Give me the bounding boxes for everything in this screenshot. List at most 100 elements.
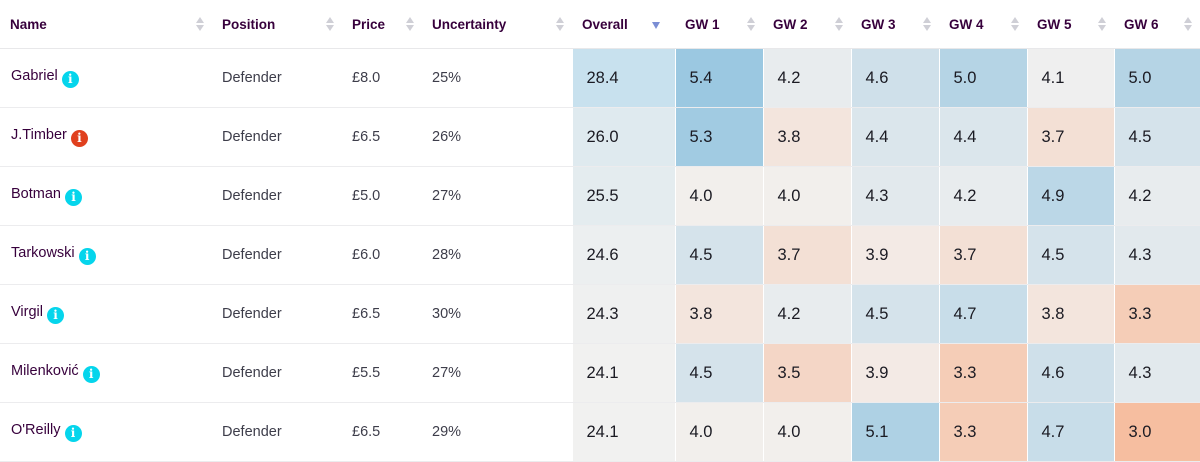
player-name-cell[interactable]: Botman i <box>0 166 212 226</box>
gw1-cell: 5.3 <box>674 107 763 167</box>
column-header-uncertainty[interactable]: Uncertainty <box>422 0 572 49</box>
column-header-overall[interactable]: Overall <box>572 0 675 49</box>
table-row[interactable]: Tarkowski i Defender £6.0 28% 24.6 4.5 3.7 3.9 3.… <box>0 225 1200 285</box>
header-row: Name Position Price Uncertainty Overall … <box>0 0 1200 49</box>
overall-cell: 24.1 <box>571 402 675 462</box>
column-header-position[interactable]: Position <box>212 0 342 49</box>
player-name-cell[interactable]: J.Timber i <box>0 107 212 167</box>
table-row[interactable]: Gabriel i Defender £8.0 25% 28.4 5.4 4.2 4.6 5.0 4… <box>0 48 1200 108</box>
player-name-cell[interactable]: Tarkowski i <box>0 225 212 285</box>
sort-icon <box>835 17 843 32</box>
column-header-gw2[interactable]: GW 2 <box>763 0 851 49</box>
column-header-gw4[interactable]: GW 4 <box>939 0 1027 49</box>
column-header-name[interactable]: Name <box>0 0 212 49</box>
gw2-cell: 4.2 <box>762 284 851 344</box>
column-header-label: Position <box>222 16 276 32</box>
uncertainty-cell: 29% <box>422 402 572 462</box>
table-row[interactable]: Milenković i Defender £5.5 27% 24.1 4.5 3.5 3.9 3… <box>0 343 1200 403</box>
player-name[interactable]: O'Reilly <box>11 422 61 438</box>
player-name[interactable]: Tarkowski <box>11 245 75 261</box>
gw5-cell: 4.9 <box>1026 166 1114 226</box>
player-name[interactable]: Gabriel <box>11 68 58 84</box>
player-name[interactable]: Botman <box>11 186 61 202</box>
gw2-cell: 4.0 <box>762 166 851 226</box>
gw1-cell: 4.0 <box>674 166 763 226</box>
table-row[interactable]: O'Reilly i Defender £6.5 29% 24.1 4.0 4.0 5.1 3.3… <box>0 402 1200 462</box>
info-icon[interactable]: i <box>70 130 88 147</box>
overall-cell: 28.4 <box>571 48 675 108</box>
info-icon[interactable]: i <box>46 307 64 324</box>
player-name-cell[interactable]: O'Reilly i <box>0 402 212 462</box>
uncertainty-cell: 25% <box>422 48 572 108</box>
gw5-cell: 3.7 <box>1026 107 1114 167</box>
column-header-label: GW 1 <box>685 16 720 32</box>
table-row[interactable]: Virgil i Defender £6.5 30% 24.3 3.8 4.2 4.5 4.7 3.… <box>0 284 1200 344</box>
gw6-cell: 4.3 <box>1113 225 1200 285</box>
column-header-gw3[interactable]: GW 3 <box>851 0 939 49</box>
column-header-label: Overall <box>582 16 628 32</box>
player-name-cell[interactable]: Milenković i <box>0 343 212 403</box>
column-header-label: Uncertainty <box>432 16 507 32</box>
player-name-cell[interactable]: Virgil i <box>0 284 212 344</box>
price-cell: £5.0 <box>342 166 422 226</box>
overall-cell: 24.1 <box>571 343 675 403</box>
column-header-label: Name <box>10 16 47 32</box>
info-icon[interactable]: i <box>64 425 82 442</box>
position-cell: Defender <box>212 225 342 285</box>
column-header-label: GW 5 <box>1037 16 1072 32</box>
price-cell: £6.5 <box>342 284 422 344</box>
gw4-cell: 3.3 <box>938 402 1027 462</box>
column-header-label: GW 6 <box>1124 16 1159 32</box>
sort-icon <box>1011 17 1019 32</box>
column-header-gw5[interactable]: GW 5 <box>1027 0 1114 49</box>
gw1-cell: 5.4 <box>674 48 763 108</box>
sort-icon <box>1184 17 1192 32</box>
uncertainty-cell: 27% <box>422 343 572 403</box>
sort-icon <box>196 17 204 32</box>
gw3-cell: 3.9 <box>850 225 939 285</box>
column-header-label: GW 4 <box>949 16 984 32</box>
info-icon[interactable]: i <box>78 248 96 265</box>
player-name[interactable]: Milenković <box>11 363 79 379</box>
gw1-cell: 4.0 <box>674 402 763 462</box>
column-header-gw1[interactable]: GW 1 <box>675 0 763 49</box>
gw6-cell: 4.3 <box>1113 343 1200 403</box>
position-cell: Defender <box>212 48 342 108</box>
gw5-cell: 3.8 <box>1026 284 1114 344</box>
sort-icon <box>747 17 755 32</box>
info-icon[interactable]: i <box>61 71 79 88</box>
gw4-cell: 5.0 <box>938 48 1027 108</box>
gw4-cell: 3.7 <box>938 225 1027 285</box>
info-icon[interactable]: i <box>82 366 100 383</box>
table-row[interactable]: J.Timber i Defender £6.5 26% 26.0 5.3 3.8 4.4 4.4… <box>0 107 1200 167</box>
price-cell: £6.5 <box>342 402 422 462</box>
position-cell: Defender <box>212 107 342 167</box>
overall-cell: 25.5 <box>571 166 675 226</box>
gw5-cell: 4.6 <box>1026 343 1114 403</box>
uncertainty-cell: 30% <box>422 284 572 344</box>
position-cell: Defender <box>212 166 342 226</box>
player-name-cell[interactable]: Gabriel i <box>0 48 212 108</box>
sort-icon <box>923 17 931 32</box>
position-cell: Defender <box>212 343 342 403</box>
overall-cell: 24.3 <box>571 284 675 344</box>
column-header-gw6[interactable]: GW 6 <box>1114 0 1200 49</box>
info-icon[interactable]: i <box>64 189 82 206</box>
column-header-price[interactable]: Price <box>342 0 422 49</box>
player-name[interactable]: Virgil <box>11 304 43 320</box>
player-name[interactable]: J.Timber <box>11 127 67 143</box>
price-cell: £8.0 <box>342 48 422 108</box>
position-cell: Defender <box>212 284 342 344</box>
gw2-cell: 3.7 <box>762 225 851 285</box>
gw2-cell: 4.0 <box>762 402 851 462</box>
uncertainty-cell: 26% <box>422 107 572 167</box>
sort-icon <box>326 17 334 32</box>
gw1-cell: 3.8 <box>674 284 763 344</box>
table-row[interactable]: Botman i Defender £5.0 27% 25.5 4.0 4.0 4.3 4.2 4.… <box>0 166 1200 226</box>
gw6-cell: 4.5 <box>1113 107 1200 167</box>
price-cell: £5.5 <box>342 343 422 403</box>
gw6-cell: 3.0 <box>1113 402 1200 462</box>
gw3-cell: 4.3 <box>850 166 939 226</box>
gw6-cell: 5.0 <box>1113 48 1200 108</box>
